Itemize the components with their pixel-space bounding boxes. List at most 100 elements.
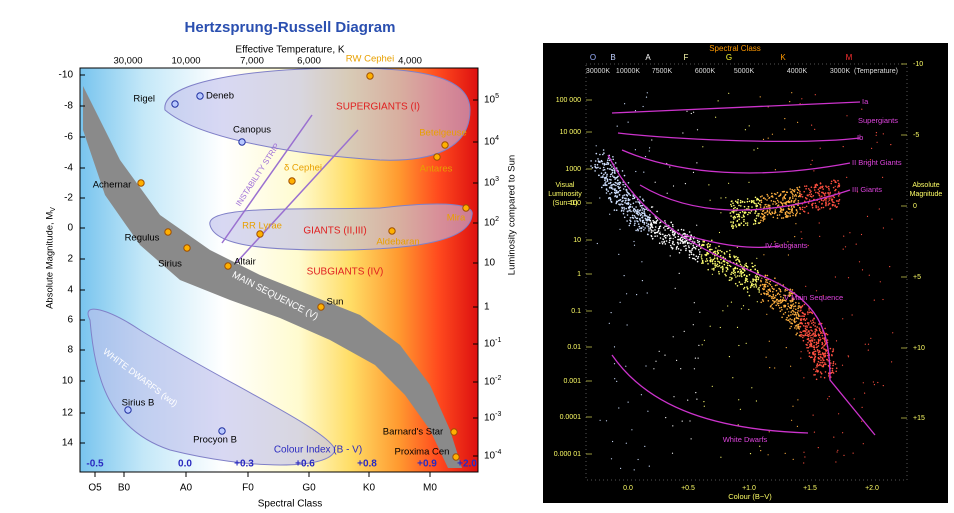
- star-dot: [830, 182, 832, 185]
- star-dot: [680, 249, 682, 251]
- star-dot: [810, 329, 812, 331]
- star-dot: [810, 190, 812, 193]
- star-label: Sun: [327, 297, 344, 308]
- star-dot: [730, 273, 732, 276]
- star-dot: [602, 169, 605, 171]
- star-dot: [615, 184, 617, 187]
- star-dot: [827, 398, 829, 400]
- star-marker: [238, 138, 246, 146]
- star-dot: [787, 254, 790, 256]
- star-dot: [590, 160, 592, 162]
- star-dot: [655, 217, 657, 219]
- star-dot: [720, 456, 722, 458]
- curve-ib: [617, 132, 861, 143]
- star-dot: [760, 450, 762, 452]
- star-dot: [829, 347, 832, 350]
- star-dot: [824, 371, 827, 373]
- star-dot: [606, 178, 609, 181]
- star-dot: [830, 180, 833, 183]
- star-marker: [224, 262, 232, 270]
- star-dot: [740, 205, 742, 207]
- star-dot: [641, 204, 644, 207]
- star-dot: [668, 241, 671, 244]
- star-dot: [818, 194, 820, 196]
- star-dot: [816, 363, 819, 365]
- star-dot: [606, 167, 609, 170]
- star-dot: [790, 365, 792, 367]
- star-dot: [742, 305, 745, 307]
- star-dot: [819, 147, 821, 149]
- star-dot: [793, 195, 796, 197]
- star-dot: [610, 200, 613, 203]
- star-dot: [776, 298, 778, 301]
- star-dot: [722, 310, 724, 312]
- star-dot: [741, 200, 744, 203]
- spectral-tick-label: M0: [423, 483, 437, 494]
- star-dot: [733, 204, 735, 207]
- star-dot: [735, 276, 737, 278]
- star-dot: [721, 271, 724, 273]
- star-dot: [647, 233, 649, 236]
- star-dot: [769, 204, 771, 207]
- star-dot: [614, 378, 616, 380]
- star-dot: [800, 309, 802, 312]
- temperature-label: 6000K: [695, 68, 716, 75]
- star-dot: [772, 200, 775, 203]
- star-dot: [769, 284, 772, 286]
- star-dot: [792, 298, 795, 301]
- star-dot: [731, 211, 733, 213]
- star-dot: [798, 315, 800, 317]
- star-dot: [803, 210, 805, 212]
- star-dot: [811, 159, 813, 161]
- star-dot: [774, 169, 777, 171]
- star-dot: [706, 260, 709, 262]
- temperature-label: 3000K: [830, 68, 851, 75]
- star-dot: [609, 193, 611, 195]
- star-dot: [780, 209, 783, 211]
- star-dot: [622, 195, 624, 197]
- star-dot: [827, 201, 829, 203]
- star-dot: [729, 276, 731, 279]
- star-dot: [649, 216, 651, 219]
- star-dot: [718, 231, 721, 234]
- star-dot: [864, 392, 866, 394]
- star-dot: [654, 235, 656, 237]
- star-dot: [817, 351, 820, 354]
- star-dot: [610, 179, 612, 181]
- star-dot: [747, 213, 749, 216]
- star-dot: [789, 307, 792, 309]
- star-dot: [766, 281, 769, 284]
- left-tick-label: -8: [64, 101, 73, 112]
- star-dot: [674, 236, 677, 238]
- star-dot: [871, 147, 873, 149]
- star-dot: [785, 214, 788, 217]
- star-dot: [611, 175, 614, 177]
- star-dot: [729, 249, 731, 252]
- star-dot: [763, 286, 765, 288]
- star-dot: [826, 333, 829, 336]
- star-dot: [767, 285, 769, 287]
- star-dot: [814, 94, 816, 96]
- star-dot: [641, 280, 644, 282]
- top-tick-label: 10,000: [171, 56, 200, 67]
- star-dot: [613, 184, 616, 186]
- spectral-tick-label: O5: [88, 483, 102, 494]
- star-dot: [595, 145, 597, 147]
- star-dot: [671, 230, 674, 232]
- star-dot: [658, 226, 661, 228]
- star-dot: [818, 222, 820, 224]
- star-dot: [889, 266, 891, 268]
- star-dot: [712, 251, 715, 254]
- colour-index-tick: +0.8: [357, 459, 377, 470]
- star-dot: [808, 355, 811, 358]
- star-dot: [685, 245, 687, 247]
- star-dot: [715, 116, 717, 118]
- star-marker: [450, 428, 458, 436]
- star-dot: [790, 206, 793, 208]
- right-tick-label: 10: [484, 258, 496, 269]
- star-dot: [597, 158, 599, 160]
- spectral-tick-label: B0: [118, 483, 131, 494]
- star-dot: [607, 159, 609, 161]
- colour-index-tick: -0.5: [86, 459, 104, 470]
- star-dot: [767, 137, 769, 139]
